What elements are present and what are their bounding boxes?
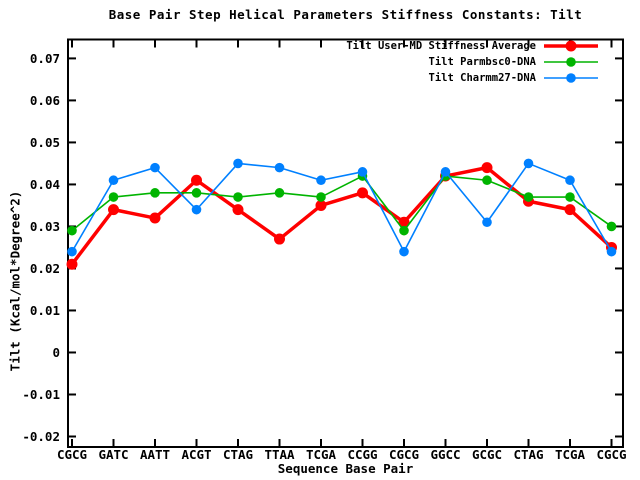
x-tick-label: CGCG [389,447,419,462]
legend-label: Tilt User-MD Stiffness Average [346,40,536,52]
data-point [482,175,492,186]
data-point [523,192,534,202]
data-point [606,246,617,257]
x-tick-label: CGCG [57,447,87,462]
y-tick-label: 0 [52,345,60,360]
y-tick-label: 0.03 [30,219,60,234]
series-line-1 [71,175,613,232]
data-point [191,204,202,215]
data-point [523,158,534,169]
data-point [108,175,119,186]
x-tick-label: GATC [98,447,128,462]
data-point [108,192,119,202]
x-tick-label: GCGC [472,447,502,462]
y-tick-label: 0.04 [30,177,60,192]
data-point [67,246,77,257]
data-point [191,174,202,186]
x-tick-label: CCGG [347,447,377,462]
x-tick-label: CTAG [513,447,543,462]
y-tick-label: -0.02 [22,429,60,444]
data-point [233,192,243,202]
data-point [191,188,202,198]
x-tick-label: CGCG [596,447,626,462]
data-point [150,188,160,198]
x-tick-label: CTAG [223,447,253,462]
data-point [316,175,326,186]
data-point [274,162,285,173]
x-tick-label: ACGT [181,447,211,462]
chart-title: Base Pair Step Helical Parameters Stiffn… [108,7,583,22]
legend: Tilt User-MD Stiffness Average Tilt Parm… [346,38,600,86]
series-line-2 [71,162,613,253]
data-point [399,246,409,257]
data-point [232,204,244,216]
data-point [67,225,77,236]
data-point [274,188,285,198]
data-point [357,167,368,177]
data-point [233,158,243,169]
data-point [481,162,493,174]
x-tick-label: AATT [140,447,170,462]
data-point [565,192,575,202]
y-tick-label: -0.01 [22,387,60,402]
data-point [357,187,368,199]
data-point [150,162,160,173]
data-point [565,175,575,186]
data-point [398,216,410,228]
y-tick-label: 0.05 [30,135,60,150]
data-point [399,225,409,236]
data-point [149,212,161,224]
data-point [440,167,451,177]
data-point [606,221,617,232]
legend-marker-icon [544,73,598,83]
data-point [315,199,327,211]
x-tick-label: TCGA [306,447,337,462]
legend-marker-icon [544,40,598,52]
y-tick-label: 0.06 [30,93,60,108]
legend-marker-icon [544,57,598,67]
x-axis-title: Sequence Base Pair [277,461,414,476]
legend-item-charmm27: Tilt Charmm27-DNA [346,70,600,86]
y-tick-label: 0.02 [30,261,60,276]
x-tick-label: TCGA [555,447,586,462]
legend-item-parmbsc0: Tilt Parmbsc0-DNA [346,54,600,70]
data-point [274,233,285,245]
plot-border [67,38,624,448]
x-tick-label: TTAA [264,447,295,462]
data-point [316,192,326,202]
legend-item-user-md: Tilt User-MD Stiffness Average [346,38,600,54]
y-tick-label: 0.01 [30,303,60,318]
series-line-0 [70,165,614,267]
data-point [108,204,119,216]
legend-label: Tilt Charmm27-DNA [428,72,536,84]
y-tick-label: 0.07 [30,51,60,66]
data-point [564,204,576,216]
data-point [66,258,78,270]
data-point [482,217,492,228]
legend-label: Tilt Parmbsc0-DNA [428,56,536,68]
x-tick-label: GGCC [430,447,460,462]
